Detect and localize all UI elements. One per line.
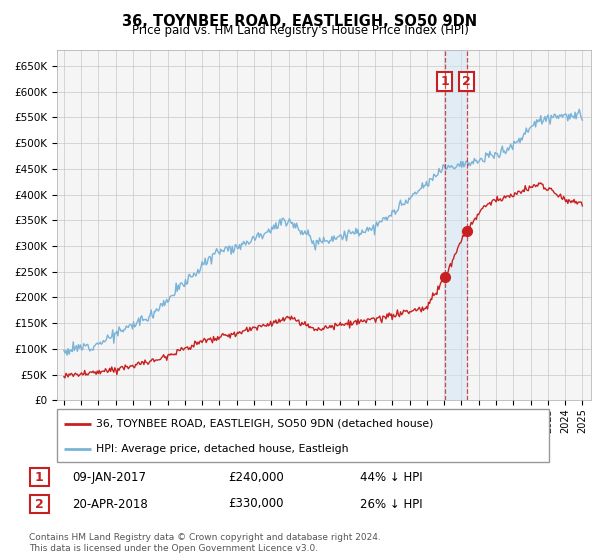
Text: £330,000: £330,000 (228, 497, 284, 511)
Text: Price paid vs. HM Land Registry's House Price Index (HPI): Price paid vs. HM Land Registry's House … (131, 24, 469, 37)
Text: 09-JAN-2017: 09-JAN-2017 (72, 470, 146, 484)
Text: 44% ↓ HPI: 44% ↓ HPI (360, 470, 422, 484)
Bar (444, 50, 467, 400)
Text: 1: 1 (440, 75, 449, 88)
Text: 20-APR-2018: 20-APR-2018 (72, 497, 148, 511)
Text: 1: 1 (35, 470, 44, 484)
Text: 36, TOYNBEE ROAD, EASTLEIGH, SO50 9DN (detached house): 36, TOYNBEE ROAD, EASTLEIGH, SO50 9DN (d… (97, 419, 434, 429)
Text: 2: 2 (35, 497, 44, 511)
Text: 36, TOYNBEE ROAD, EASTLEIGH, SO50 9DN: 36, TOYNBEE ROAD, EASTLEIGH, SO50 9DN (122, 14, 478, 29)
Text: £240,000: £240,000 (228, 470, 284, 484)
Text: Contains HM Land Registry data © Crown copyright and database right 2024.
This d: Contains HM Land Registry data © Crown c… (29, 533, 380, 553)
Text: 2: 2 (462, 75, 471, 88)
Text: 26% ↓ HPI: 26% ↓ HPI (360, 497, 422, 511)
Text: HPI: Average price, detached house, Eastleigh: HPI: Average price, detached house, East… (97, 444, 349, 454)
